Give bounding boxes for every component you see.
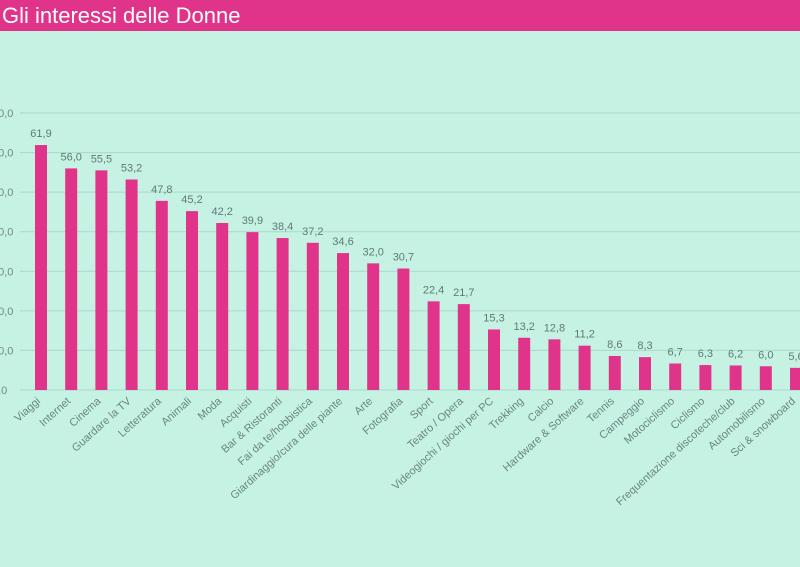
bar xyxy=(186,211,198,390)
bar xyxy=(276,238,289,390)
data-label: 37,2 xyxy=(302,226,323,238)
y-tick-label: 30,0 xyxy=(0,266,13,278)
x-tick-label: Arte xyxy=(352,395,375,417)
data-label: 45,2 xyxy=(181,194,202,206)
y-tick-label: 40,0 xyxy=(0,227,13,239)
data-label: 8,3 xyxy=(637,340,652,352)
data-label: 30,7 xyxy=(393,252,414,264)
data-label: 12,8 xyxy=(544,322,565,334)
bar xyxy=(759,366,772,390)
bar xyxy=(488,329,500,390)
bar xyxy=(699,365,712,390)
title-bar: Gli interessi delle Donne xyxy=(0,0,800,31)
y-tick-label: 20,0 xyxy=(0,306,13,318)
data-label: 6,3 xyxy=(698,348,713,360)
x-tick-label: Internet xyxy=(37,395,73,429)
bar xyxy=(125,179,138,390)
bar xyxy=(548,339,561,390)
data-label: 47,8 xyxy=(151,184,172,196)
bar xyxy=(639,357,651,390)
y-tick-label: 70,0 xyxy=(0,108,13,120)
bar xyxy=(729,365,742,390)
data-label: 53,2 xyxy=(121,162,142,174)
data-label: 5,6 xyxy=(788,351,800,363)
bar xyxy=(155,200,168,390)
data-label: 56,0 xyxy=(60,151,81,163)
bar xyxy=(367,263,380,390)
data-label: 22,4 xyxy=(423,284,444,296)
bar xyxy=(35,145,47,390)
bar xyxy=(608,355,621,390)
data-label: 32,0 xyxy=(362,246,383,258)
bar xyxy=(669,363,682,390)
bar xyxy=(246,232,259,390)
x-tick-label: Animali xyxy=(159,395,194,428)
data-label: 6,2 xyxy=(728,348,743,360)
bar xyxy=(95,170,108,390)
x-tick-label: Trekking xyxy=(487,395,526,432)
data-label: 13,2 xyxy=(513,321,534,333)
data-label: 15,3 xyxy=(483,312,504,324)
data-label: 6,0 xyxy=(758,349,773,361)
data-label: 61,9 xyxy=(30,128,51,140)
data-label: 39,9 xyxy=(242,215,263,227)
data-label: 55,5 xyxy=(91,153,112,165)
data-label: 6,7 xyxy=(668,346,683,358)
bar xyxy=(397,268,410,390)
y-tick-label: 60,0 xyxy=(0,148,13,160)
bar xyxy=(457,304,470,390)
bar xyxy=(790,367,800,390)
bar xyxy=(578,345,591,390)
bar xyxy=(306,242,319,390)
bar xyxy=(427,301,440,390)
y-tick-label: 50,0 xyxy=(0,187,13,199)
data-label: 21,7 xyxy=(453,287,474,299)
bar xyxy=(65,168,78,390)
y-tick-label: 0,0 xyxy=(0,385,7,397)
bar xyxy=(216,223,229,390)
data-label: 34,6 xyxy=(332,236,353,248)
data-label: 38,4 xyxy=(272,221,293,233)
data-label: 8,6 xyxy=(607,339,622,351)
y-tick-label: 10,0 xyxy=(0,345,13,357)
bar xyxy=(337,253,349,390)
data-label: 42,2 xyxy=(211,206,232,218)
data-label: 11,2 xyxy=(574,329,595,341)
bar xyxy=(518,337,531,390)
chart-title: Gli interessi delle Donne xyxy=(2,3,241,28)
